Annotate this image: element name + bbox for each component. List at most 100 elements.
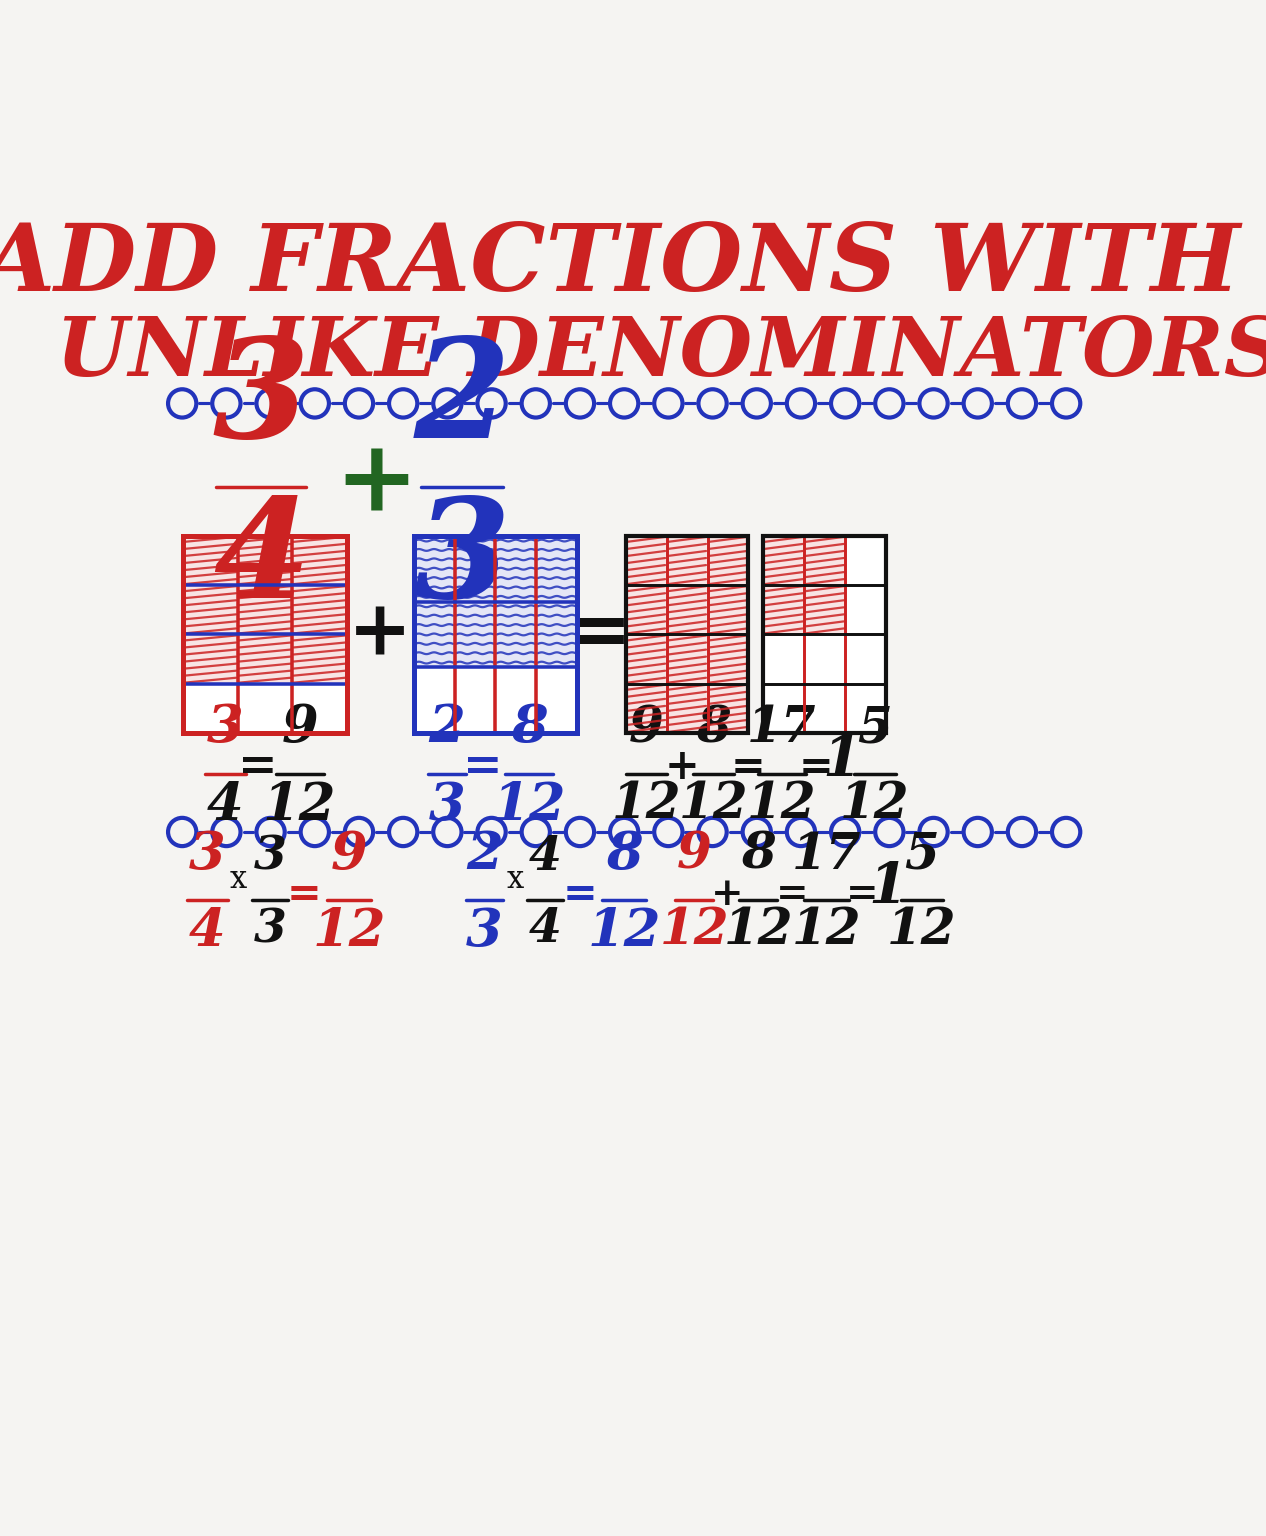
Text: ADD FRACTIONS WITH: ADD FRACTIONS WITH <box>0 220 1241 310</box>
Text: +: + <box>665 745 700 788</box>
Text: 12: 12 <box>747 780 817 829</box>
Text: 3: 3 <box>189 828 225 880</box>
Text: 12: 12 <box>313 906 386 957</box>
Bar <box>763 536 804 585</box>
Bar <box>537 602 577 667</box>
Text: 8: 8 <box>696 703 730 753</box>
Bar <box>763 536 886 733</box>
Text: =: = <box>287 874 322 915</box>
Text: 8: 8 <box>510 702 547 753</box>
Bar <box>182 536 238 585</box>
Text: 3: 3 <box>253 834 286 880</box>
Bar <box>708 536 748 585</box>
Text: +: + <box>710 876 743 914</box>
Text: 4: 4 <box>213 493 309 627</box>
Bar <box>414 536 577 733</box>
Bar <box>292 585 347 634</box>
Bar <box>667 585 708 634</box>
Text: 4: 4 <box>189 906 225 957</box>
Bar <box>667 634 708 684</box>
Text: 1: 1 <box>822 733 861 788</box>
Bar <box>414 602 454 667</box>
Bar <box>238 634 292 684</box>
Text: 2: 2 <box>414 333 510 467</box>
Text: 5: 5 <box>857 703 893 753</box>
Text: 12: 12 <box>723 906 793 955</box>
Text: 5: 5 <box>904 831 939 880</box>
Text: 12: 12 <box>841 780 910 829</box>
Text: 9: 9 <box>330 828 367 880</box>
Bar <box>414 536 577 733</box>
Bar <box>667 684 708 733</box>
Text: 3: 3 <box>253 906 286 952</box>
Text: +: + <box>348 598 413 671</box>
Text: 12: 12 <box>587 906 661 957</box>
Bar <box>414 536 454 602</box>
Text: 3: 3 <box>213 333 309 467</box>
Text: 3: 3 <box>429 780 466 831</box>
Text: 1: 1 <box>868 860 906 914</box>
Text: 12: 12 <box>660 906 729 955</box>
Bar <box>182 585 238 634</box>
Text: =: = <box>562 874 596 915</box>
Bar <box>667 536 708 585</box>
Bar <box>763 536 886 733</box>
Bar <box>238 585 292 634</box>
Bar <box>454 602 495 667</box>
Text: x: x <box>506 865 524 895</box>
Text: 8: 8 <box>606 828 643 880</box>
Text: =: = <box>238 743 277 790</box>
Bar <box>182 634 238 684</box>
Text: 2: 2 <box>466 828 503 880</box>
Bar <box>625 536 748 733</box>
Bar <box>763 585 804 634</box>
Text: 9: 9 <box>629 703 663 753</box>
Text: 12: 12 <box>791 906 861 955</box>
Bar <box>625 684 667 733</box>
Text: +: + <box>334 435 418 533</box>
Text: =: = <box>567 598 632 671</box>
Bar <box>625 634 667 684</box>
Text: 9: 9 <box>281 702 318 753</box>
Text: 3: 3 <box>466 906 503 957</box>
Text: 4: 4 <box>529 906 562 952</box>
Bar <box>804 536 846 585</box>
Text: 12: 12 <box>679 780 748 829</box>
Text: UNLIKE DENOMINATORS: UNLIKE DENOMINATORS <box>56 313 1266 393</box>
Bar <box>537 536 577 602</box>
Bar <box>182 536 347 733</box>
Bar <box>804 585 846 634</box>
Bar <box>708 585 748 634</box>
Text: 4: 4 <box>206 780 244 831</box>
Text: =: = <box>776 876 809 914</box>
Text: 12: 12 <box>887 906 957 955</box>
Text: 3: 3 <box>414 493 510 627</box>
Text: =: = <box>799 745 833 788</box>
Text: x: x <box>230 865 247 895</box>
Bar <box>182 536 347 733</box>
Text: =: = <box>463 743 503 790</box>
Text: 9: 9 <box>677 831 711 880</box>
Text: 2: 2 <box>429 702 466 753</box>
Bar <box>292 536 347 585</box>
Text: =: = <box>846 876 879 914</box>
Bar <box>292 634 347 684</box>
Text: 12: 12 <box>263 780 337 831</box>
Bar <box>625 536 667 585</box>
Bar <box>454 536 495 602</box>
Text: =: = <box>730 745 765 788</box>
Bar <box>495 536 537 602</box>
Text: 8: 8 <box>741 831 776 880</box>
Bar <box>708 634 748 684</box>
Text: 17: 17 <box>791 831 861 880</box>
Bar <box>625 585 667 634</box>
Text: 4: 4 <box>529 834 562 880</box>
Bar <box>495 602 537 667</box>
Bar <box>625 536 748 733</box>
Bar <box>708 684 748 733</box>
Text: 12: 12 <box>611 780 681 829</box>
Text: 3: 3 <box>206 702 244 753</box>
Text: 17: 17 <box>747 703 817 753</box>
Text: 12: 12 <box>492 780 566 831</box>
Bar <box>238 536 292 585</box>
